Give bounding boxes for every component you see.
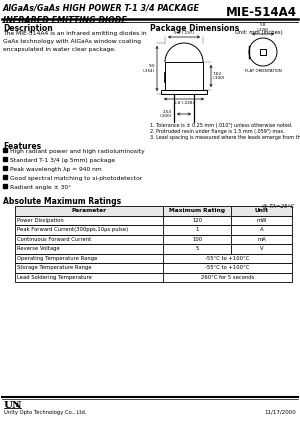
Text: The MIE-514A4 is an infrared emitting diodes in
GaAs technology with AlGaAs wind: The MIE-514A4 is an infrared emitting di…: [3, 31, 147, 51]
Text: Absolute Maximum Ratings: Absolute Maximum Ratings: [3, 197, 121, 206]
Text: Parameter: Parameter: [71, 208, 106, 213]
Text: Unit: mm (inches): Unit: mm (inches): [235, 30, 283, 35]
Text: 5.8 (.228): 5.8 (.228): [174, 101, 194, 105]
Text: Maximum Rating: Maximum Rating: [169, 208, 225, 213]
Text: Lead Soldering Temperature: Lead Soldering Temperature: [17, 275, 92, 280]
Text: Operating Temperature Range: Operating Temperature Range: [17, 256, 98, 261]
Bar: [15, 263, 292, 272]
Text: Unity Opto Technology Co., Ltd.: Unity Opto Technology Co., Ltd.: [4, 410, 86, 415]
Text: 9.0
(.354): 9.0 (.354): [143, 64, 155, 73]
Bar: [15, 225, 292, 235]
Text: Good spectral matching to si-photodetector: Good spectral matching to si-photodetect…: [10, 176, 142, 181]
Text: i: i: [16, 401, 18, 409]
Bar: [161, 90, 207, 94]
Text: FLAT ORIENTATION: FLAT ORIENTATION: [244, 69, 281, 73]
Text: Storage Temperature Range: Storage Temperature Range: [17, 265, 92, 270]
Text: 5.0 (.197): 5.0 (.197): [174, 31, 194, 35]
Bar: [15, 235, 292, 244]
Bar: [15, 244, 292, 253]
Text: Features: Features: [3, 142, 41, 151]
Text: @ TA=25°C: @ TA=25°C: [262, 203, 294, 208]
Text: mW: mW: [256, 218, 267, 223]
Text: 260°C for 5 seconds: 260°C for 5 seconds: [201, 275, 254, 280]
Text: MIE-514A4: MIE-514A4: [226, 6, 297, 19]
Text: 5: 5: [195, 246, 199, 251]
Text: Description: Description: [3, 24, 53, 33]
Text: V: V: [260, 246, 263, 251]
Bar: [165, 62, 203, 90]
Text: Peak Forward Current(300pps,10μs pulse): Peak Forward Current(300pps,10μs pulse): [17, 227, 128, 232]
Text: AlGaAs/GaAs HIGH POWER T-1 3/4 PACKAGE
INFRARED EMITTING DIODE: AlGaAs/GaAs HIGH POWER T-1 3/4 PACKAGE I…: [3, 3, 200, 25]
Text: Radiant angle ± 30°: Radiant angle ± 30°: [10, 185, 71, 190]
Text: Unit: Unit: [254, 208, 268, 213]
Text: 2. Protruded resin under flange is 1.5 mm (.059") max.: 2. Protruded resin under flange is 1.5 m…: [150, 129, 285, 134]
Text: mA: mA: [257, 237, 266, 242]
Bar: [15, 253, 292, 263]
Text: -55°C to +100°C: -55°C to +100°C: [206, 256, 250, 261]
Bar: [15, 272, 292, 282]
Text: 11/17/2000: 11/17/2000: [264, 410, 296, 415]
Text: -55°C to +100°C: -55°C to +100°C: [206, 265, 250, 270]
Text: 2.54
(.100): 2.54 (.100): [160, 110, 172, 118]
Bar: [260, 49, 266, 55]
Bar: [15, 215, 292, 225]
Text: UN: UN: [4, 401, 22, 410]
Text: Package Dimensions: Package Dimensions: [150, 24, 239, 33]
Text: 1. Tolerance is ± 0.25 mm (.010") unless otherwise noted.: 1. Tolerance is ± 0.25 mm (.010") unless…: [150, 123, 292, 128]
Text: Continuous Forward Current: Continuous Forward Current: [17, 237, 91, 242]
Text: High radiant power and high radioluminosity: High radiant power and high radioluminos…: [10, 149, 145, 154]
Text: 120: 120: [192, 218, 202, 223]
Text: Reverse Voltage: Reverse Voltage: [17, 246, 60, 251]
Text: Power Dissipation: Power Dissipation: [17, 218, 64, 223]
Text: 100: 100: [192, 237, 202, 242]
Text: 3. Lead spacing is measured where the leads emerge from the package.: 3. Lead spacing is measured where the le…: [150, 135, 300, 140]
Text: Standard T-1 3/4 (φ 5mm) package: Standard T-1 3/4 (φ 5mm) package: [10, 158, 115, 163]
Text: A: A: [260, 227, 263, 232]
Text: 7.62
(.300): 7.62 (.300): [213, 72, 225, 80]
Text: 5.8
(.228): 5.8 (.228): [257, 23, 269, 32]
Text: 1: 1: [195, 227, 199, 232]
Bar: [15, 206, 292, 215]
Text: Peak wavelength λp = 940 nm: Peak wavelength λp = 940 nm: [10, 167, 102, 172]
